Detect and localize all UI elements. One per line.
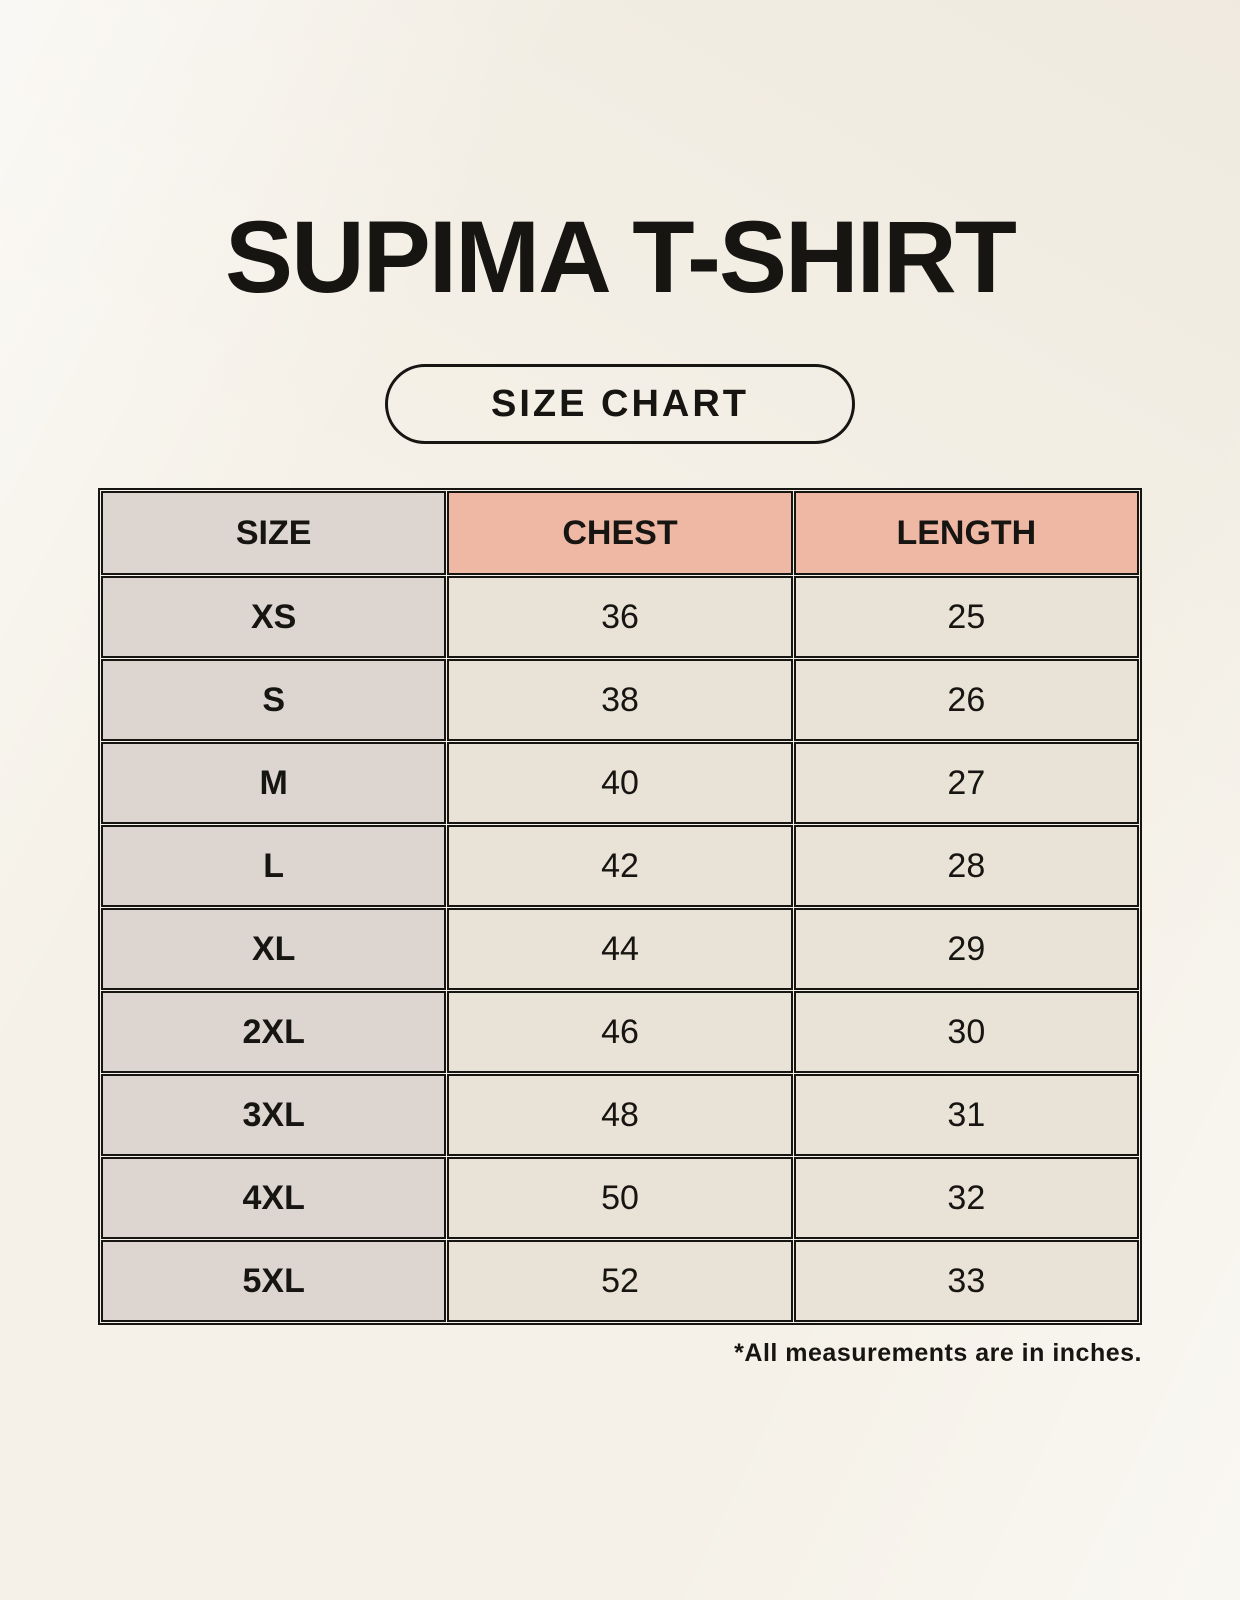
table-row: 3XL 48 31 xyxy=(101,1074,1139,1156)
length-value: 32 xyxy=(793,1157,1139,1239)
column-header-size: SIZE xyxy=(101,491,447,575)
table-row: 4XL 50 32 xyxy=(101,1157,1139,1239)
chest-value: 50 xyxy=(447,1157,793,1239)
length-value: 33 xyxy=(793,1240,1139,1322)
length-value: 25 xyxy=(793,576,1139,658)
table-row: XS 36 25 xyxy=(101,576,1139,658)
table-row: 5XL 52 33 xyxy=(101,1240,1139,1322)
length-value: 28 xyxy=(793,825,1139,907)
table-row: S 38 26 xyxy=(101,659,1139,741)
size-label: 4XL xyxy=(101,1157,447,1239)
page-title: SUPIMA T-SHIRT xyxy=(225,200,1017,314)
chest-value: 38 xyxy=(447,659,793,741)
chest-value: 48 xyxy=(447,1074,793,1156)
chest-value: 44 xyxy=(447,908,793,990)
size-label: XS xyxy=(101,576,447,658)
table-header: SIZE CHEST LENGTH xyxy=(101,491,1139,575)
chest-value: 46 xyxy=(447,991,793,1073)
chest-value: 40 xyxy=(447,742,793,824)
chest-value: 36 xyxy=(447,576,793,658)
size-label: 5XL xyxy=(101,1240,447,1322)
table-row: 2XL 46 30 xyxy=(101,991,1139,1073)
table-row: M 40 27 xyxy=(101,742,1139,824)
length-value: 29 xyxy=(793,908,1139,990)
size-chart-table: SIZE CHEST LENGTH XS 36 25 S 38 26 M 40 27 L 42 28 XL 4… xyxy=(98,488,1142,1325)
chest-value: 52 xyxy=(447,1240,793,1322)
size-label: 3XL xyxy=(101,1074,447,1156)
size-label: S xyxy=(101,659,447,741)
column-header-chest: CHEST xyxy=(447,491,793,575)
length-value: 31 xyxy=(793,1074,1139,1156)
size-chart-badge-button[interactable]: SIZE CHART xyxy=(385,364,855,444)
size-label: L xyxy=(101,825,447,907)
length-value: 27 xyxy=(793,742,1139,824)
column-header-length: LENGTH xyxy=(793,491,1139,575)
table-row: XL 44 29 xyxy=(101,908,1139,990)
header-row: SIZE CHEST LENGTH xyxy=(101,491,1139,575)
length-value: 26 xyxy=(793,659,1139,741)
table-row: L 42 28 xyxy=(101,825,1139,907)
size-label: M xyxy=(101,742,447,824)
size-label: XL xyxy=(101,908,447,990)
table-body: XS 36 25 S 38 26 M 40 27 L 42 28 XL 44 29 2XL 46 30 3XL 48 3… xyxy=(101,576,1139,1322)
chest-value: 42 xyxy=(447,825,793,907)
size-chart-table-container: SIZE CHEST LENGTH XS 36 25 S 38 26 M 40 27 L 42 28 XL 4… xyxy=(98,488,1142,1368)
length-value: 30 xyxy=(793,991,1139,1073)
measurements-footnote: *All measurements are in inches. xyxy=(734,1339,1142,1367)
size-label: 2XL xyxy=(101,991,447,1073)
